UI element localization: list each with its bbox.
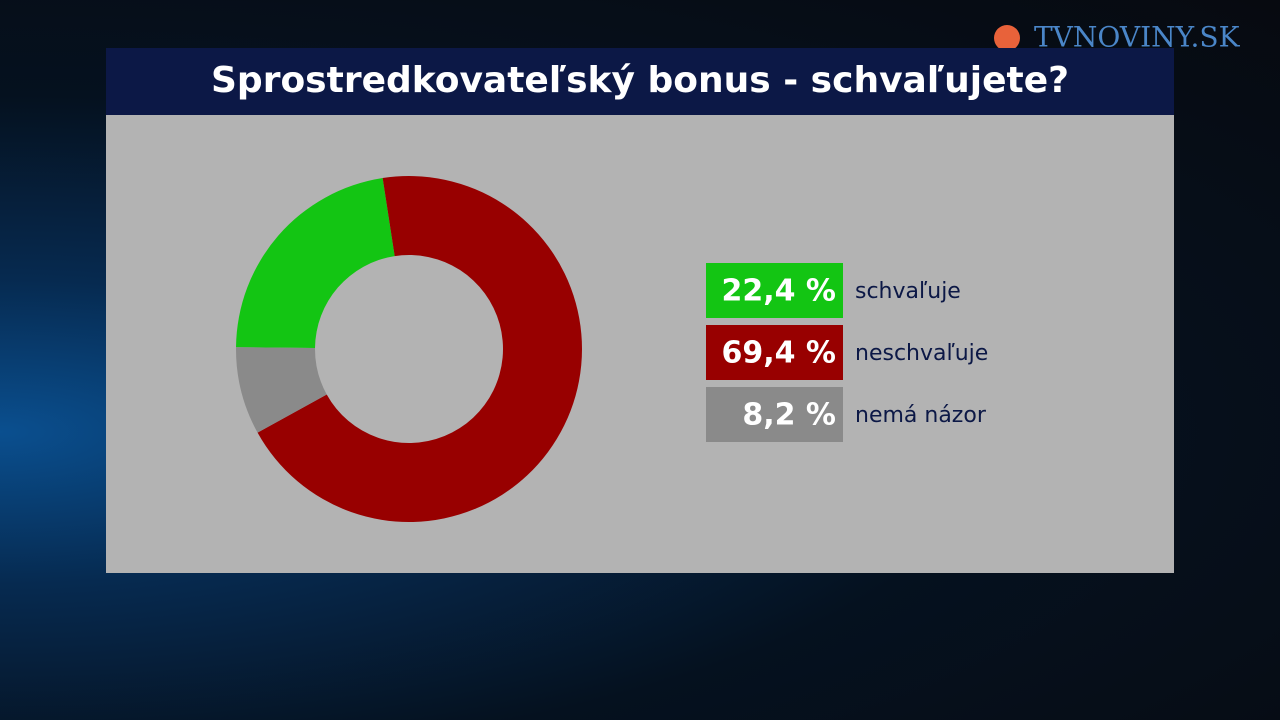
legend-label: schvaľuje: [855, 279, 961, 304]
legend-label: neschvaľuje: [855, 341, 988, 366]
donut-segment: [236, 347, 327, 433]
donut-segment: [236, 178, 395, 349]
chart-title: Sprostredkovateľský bonus - schvaľujete?: [211, 60, 1069, 101]
value-label: 69,4 %: [721, 336, 836, 371]
legend-swatch: [706, 263, 843, 318]
value-label: 8,2 %: [742, 398, 836, 433]
logo-icon: [994, 25, 1020, 51]
legend-swatch: [706, 387, 843, 442]
donut-segment: [257, 176, 582, 522]
title-bar: [106, 48, 1174, 115]
legend-label: nemá názor: [855, 403, 987, 428]
legend-swatch: [706, 325, 843, 380]
value-label: 22,4 %: [721, 274, 836, 309]
